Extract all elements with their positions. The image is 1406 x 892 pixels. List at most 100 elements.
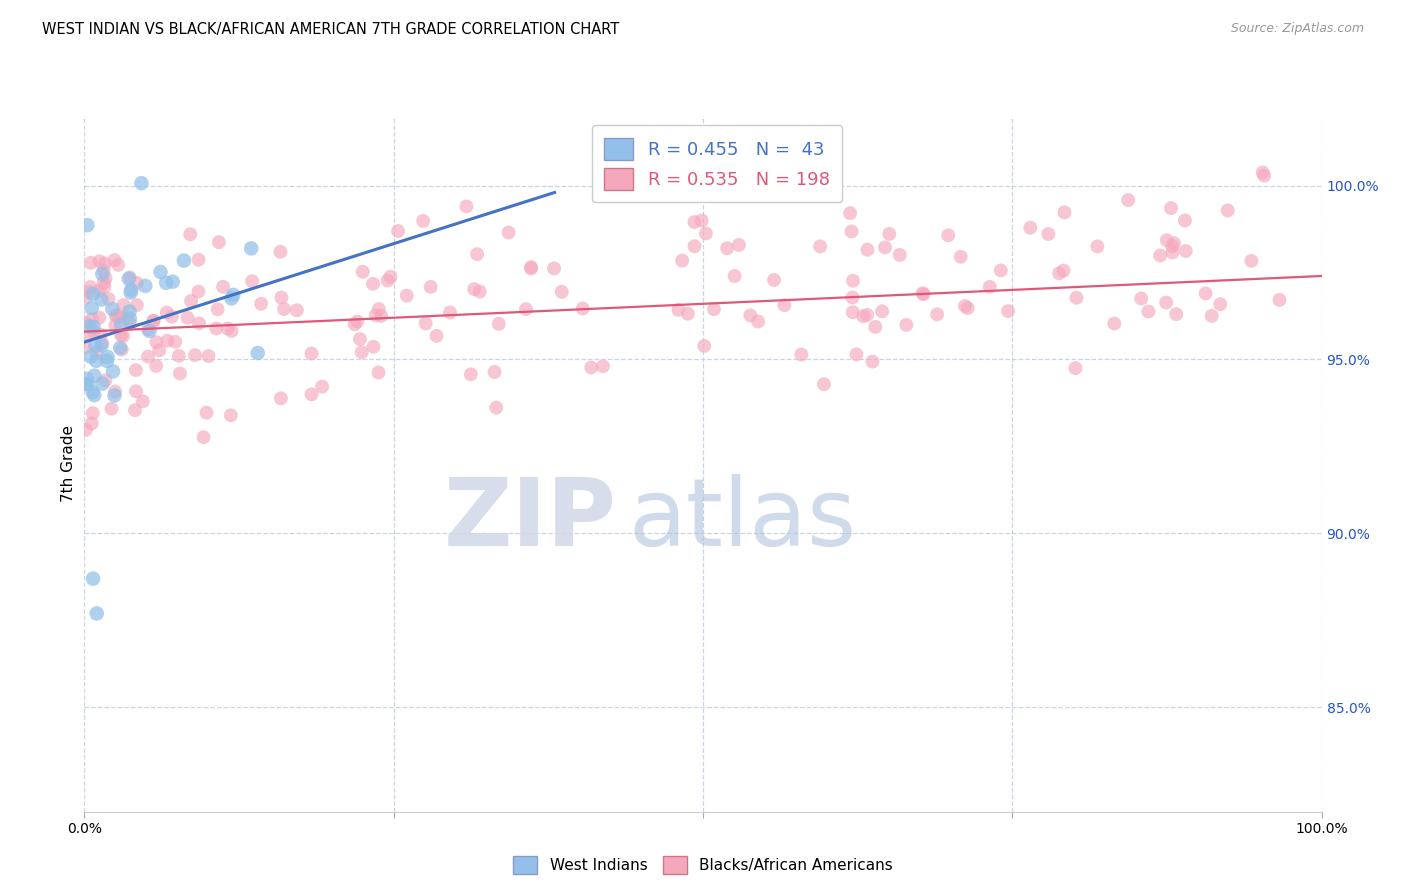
Point bbox=[112, 298, 135, 312]
Point bbox=[75, 316, 97, 330]
Point bbox=[839, 206, 862, 220]
Point bbox=[865, 320, 887, 334]
Point bbox=[956, 301, 979, 315]
Point bbox=[112, 329, 135, 343]
Point bbox=[86, 345, 108, 359]
Point bbox=[484, 365, 506, 379]
Point bbox=[124, 403, 146, 417]
Point bbox=[100, 401, 122, 416]
Point bbox=[94, 373, 117, 387]
Point bbox=[104, 318, 127, 332]
Point bbox=[873, 240, 896, 254]
Point bbox=[142, 314, 165, 328]
Point bbox=[842, 274, 865, 288]
Point bbox=[207, 302, 229, 317]
Point bbox=[246, 346, 269, 360]
Point bbox=[82, 406, 104, 420]
Point bbox=[114, 311, 136, 326]
Point bbox=[173, 253, 195, 268]
Point bbox=[1064, 361, 1087, 376]
Point bbox=[221, 292, 243, 306]
Text: ZIP: ZIP bbox=[443, 474, 616, 566]
Point bbox=[187, 252, 209, 267]
Point bbox=[1066, 291, 1088, 305]
Point bbox=[110, 318, 132, 332]
Point bbox=[222, 288, 245, 302]
Point bbox=[498, 226, 520, 240]
Point bbox=[82, 311, 104, 326]
Point bbox=[221, 324, 243, 338]
Point bbox=[240, 274, 263, 288]
Point bbox=[346, 314, 368, 328]
Point bbox=[520, 260, 543, 274]
Point bbox=[896, 318, 918, 332]
Point bbox=[1053, 263, 1076, 277]
Point bbox=[856, 308, 879, 322]
Point bbox=[75, 291, 97, 305]
Point bbox=[747, 314, 769, 328]
Point bbox=[149, 265, 172, 279]
Point bbox=[395, 289, 418, 303]
Point bbox=[1161, 245, 1184, 260]
Point bbox=[103, 388, 125, 402]
Point bbox=[180, 293, 202, 308]
Point bbox=[131, 176, 153, 190]
Point bbox=[165, 334, 187, 349]
Point bbox=[415, 317, 437, 331]
Point bbox=[83, 325, 105, 339]
Point bbox=[370, 309, 392, 323]
Point bbox=[728, 238, 751, 252]
Point bbox=[75, 423, 97, 437]
Point bbox=[97, 350, 120, 364]
Point bbox=[367, 301, 389, 316]
Point bbox=[75, 376, 97, 391]
Point bbox=[1149, 248, 1171, 262]
Point bbox=[97, 292, 120, 306]
Point bbox=[93, 263, 115, 277]
Point bbox=[148, 343, 170, 358]
Point bbox=[1104, 317, 1126, 331]
Point bbox=[762, 273, 785, 287]
Point bbox=[82, 286, 104, 301]
Point bbox=[695, 227, 717, 241]
Point bbox=[285, 303, 308, 318]
Point bbox=[703, 302, 725, 317]
Point bbox=[551, 285, 574, 299]
Point bbox=[94, 271, 117, 285]
Point bbox=[208, 235, 231, 250]
Point bbox=[90, 327, 112, 342]
Point bbox=[845, 347, 868, 361]
Point bbox=[1154, 295, 1177, 310]
Point bbox=[842, 305, 865, 319]
Point bbox=[184, 348, 207, 362]
Point bbox=[103, 253, 125, 268]
Point bbox=[94, 256, 117, 270]
Point bbox=[377, 273, 399, 287]
Point bbox=[912, 287, 935, 301]
Point bbox=[879, 227, 901, 241]
Point bbox=[723, 269, 745, 284]
Point bbox=[84, 353, 107, 368]
Point bbox=[205, 321, 228, 335]
Point bbox=[1174, 213, 1197, 227]
Point bbox=[76, 377, 98, 392]
Point bbox=[250, 297, 273, 311]
Point bbox=[456, 199, 478, 213]
Point bbox=[520, 261, 543, 276]
Point bbox=[1195, 286, 1218, 301]
Point bbox=[953, 299, 976, 313]
Point bbox=[990, 263, 1012, 277]
Point bbox=[668, 302, 690, 317]
Point bbox=[179, 227, 201, 242]
Point bbox=[979, 280, 1001, 294]
Point bbox=[1253, 169, 1275, 183]
Point bbox=[77, 285, 100, 299]
Point bbox=[169, 367, 191, 381]
Point bbox=[862, 354, 884, 368]
Point bbox=[419, 280, 441, 294]
Legend: R = 0.455   N =  43, R = 0.535   N = 198: R = 0.455 N = 43, R = 0.535 N = 198 bbox=[592, 125, 842, 202]
Point bbox=[488, 317, 510, 331]
Point bbox=[93, 276, 115, 290]
Point bbox=[80, 417, 103, 431]
Point bbox=[96, 354, 118, 368]
